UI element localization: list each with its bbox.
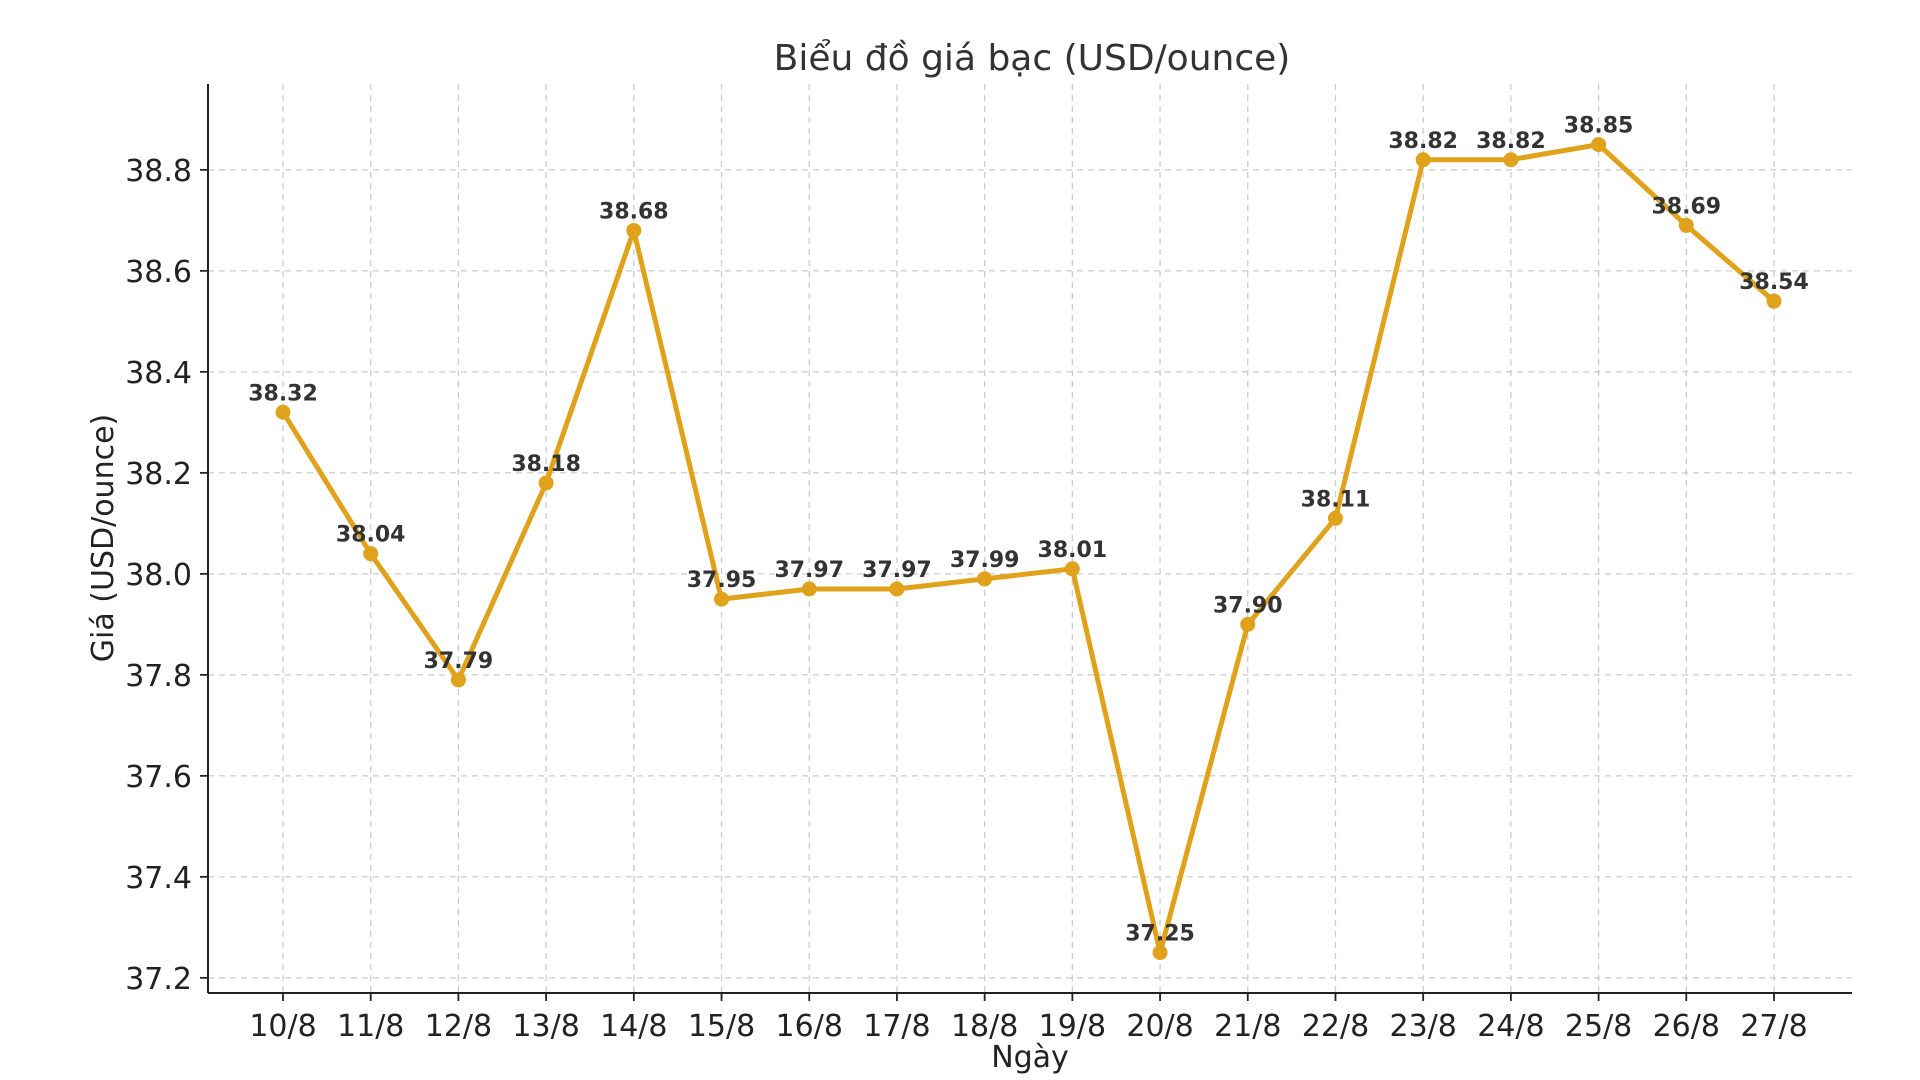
data-label: 38.04 [336,523,406,548]
x-tick-label: 17/8 [863,1009,930,1044]
x-tick-label: 12/8 [425,1009,492,1044]
x-tick-label: 18/8 [951,1009,1018,1044]
data-point [1240,616,1256,632]
data-point [977,571,993,587]
x-tick-label: 11/8 [337,1009,404,1044]
data-point [626,222,642,238]
x-tick-label: 16/8 [776,1009,843,1044]
x-tick-label: 19/8 [1039,1009,1106,1044]
data-point [1152,945,1168,961]
x-tick-label: 27/8 [1740,1009,1807,1044]
x-tick-label: 23/8 [1389,1009,1456,1044]
data-label: 38.18 [511,452,581,477]
data-label: 37.25 [1125,922,1195,947]
y-tick-label: 38.2 [125,457,192,492]
data-label: 38.68 [599,199,669,224]
data-label: 37.79 [424,649,494,674]
x-tick-label: 20/8 [1126,1009,1193,1044]
data-point [889,581,905,597]
data-label: 38.82 [1388,129,1458,154]
y-tick-label: 37.6 [125,760,192,795]
y-tick-label: 38.0 [125,558,192,593]
y-tick-label: 37.2 [125,962,192,997]
data-label: 38.54 [1739,270,1809,295]
data-label: 38.82 [1476,129,1546,154]
data-point [275,404,291,420]
y-tick-label: 38.8 [125,154,192,189]
data-point [1591,137,1607,153]
x-tick-label: 13/8 [512,1009,579,1044]
data-point [801,581,817,597]
x-axis-label: Ngày [991,1040,1069,1075]
data-labels: 38.32 38.04 37.79 38.18 38.68 37.95 37.97 37.97… [248,114,1809,947]
x-tick-label: 14/8 [600,1009,667,1044]
data-point [1503,152,1519,168]
data-label: 37.99 [950,548,1020,573]
y-tick-label: 37.4 [125,861,192,896]
data-point [450,672,466,688]
data-point [363,546,379,562]
y-tick-label: 38.6 [125,255,192,290]
data-label: 37.97 [862,558,932,583]
x-tick-label: 10/8 [249,1009,316,1044]
y-axis-ticks: 37.2 37.4 37.6 37.8 38.0 38.2 38.4 38.6 38.8 [125,154,208,997]
data-point [1327,510,1343,526]
chart-title: Biểu đồ giá bạc (USD/ounce) [774,38,1291,79]
data-label: 37.95 [687,568,757,593]
x-tick-label: 24/8 [1477,1009,1544,1044]
x-axis-ticks: 10/8 11/8 12/8 13/8 14/8 15/8 16/8 17/8 18/8 19/8… [249,993,1808,1044]
x-tick-label: 15/8 [688,1009,755,1044]
data-point [538,475,554,491]
data-label: 38.85 [1564,114,1634,139]
x-tick-label: 26/8 [1653,1009,1720,1044]
data-point [1064,561,1080,577]
data-point [714,591,730,607]
y-tick-label: 37.8 [125,659,192,694]
x-tick-label: 22/8 [1302,1009,1369,1044]
data-label: 38.32 [248,381,318,406]
data-label: 38.69 [1651,194,1721,219]
data-point [1415,152,1431,168]
y-tick-label: 38.4 [125,356,192,391]
series-line [280,142,1777,956]
y-axis-label: Giá (USD/ounce) [86,414,121,662]
x-tick-label: 25/8 [1565,1009,1632,1044]
series-silver-price [275,137,1782,961]
data-label: 38.11 [1301,487,1371,512]
data-point [1766,293,1782,309]
grid-lines [208,84,1852,993]
data-label: 38.01 [1038,538,1108,563]
data-label: 37.97 [774,558,844,583]
data-point [1678,217,1694,233]
x-tick-label: 21/8 [1214,1009,1281,1044]
data-label: 37.90 [1213,593,1283,618]
